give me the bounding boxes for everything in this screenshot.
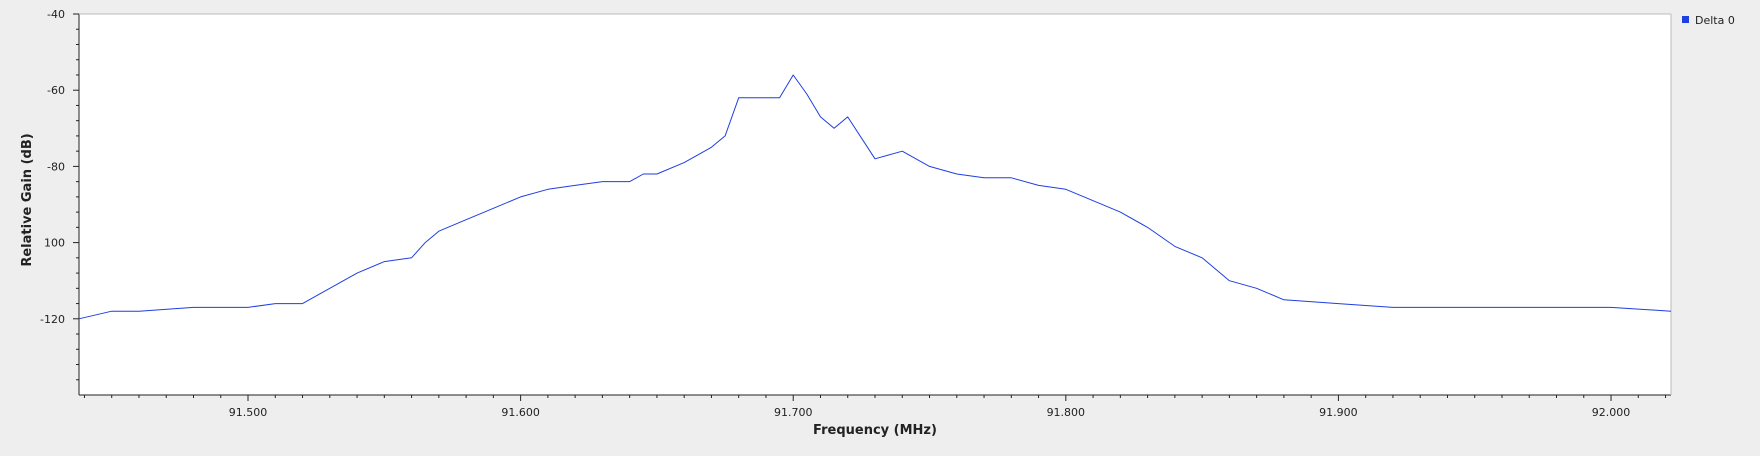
x-tick-label: 91.700: [774, 406, 813, 419]
plot-area: [79, 14, 1671, 395]
y-tick-label: -80: [47, 160, 65, 173]
x-axis-title: Frequency (MHz): [813, 423, 937, 438]
x-tick-label: 91.500: [229, 406, 268, 419]
series-line: [78, 74, 1672, 320]
x-tick-label: 92.000: [1592, 406, 1631, 419]
y-axis-title: Relative Gain (dB): [20, 133, 35, 266]
series-layer: [78, 74, 1672, 320]
x-tick-label: 91.900: [1319, 406, 1358, 419]
y-tick-label: -120: [40, 313, 65, 326]
x-ticks: 91.500 91.600 91.700 91.800 91.900 92.000: [229, 395, 1631, 419]
legend[interactable]: Delta 0: [1682, 14, 1735, 27]
minor-ticks: [76, 28, 1667, 398]
x-tick-label: 91.600: [501, 406, 540, 419]
y-tick-label: -40: [47, 8, 65, 21]
y-tick-label: -60: [47, 84, 65, 97]
y-tick-label: 100: [44, 237, 65, 250]
legend-swatch: [1682, 16, 1689, 23]
legend-label: Delta 0: [1695, 14, 1735, 27]
x-tick-label: 91.800: [1047, 406, 1086, 419]
y-ticks: -40 -60 -80 100 -120: [40, 8, 79, 326]
